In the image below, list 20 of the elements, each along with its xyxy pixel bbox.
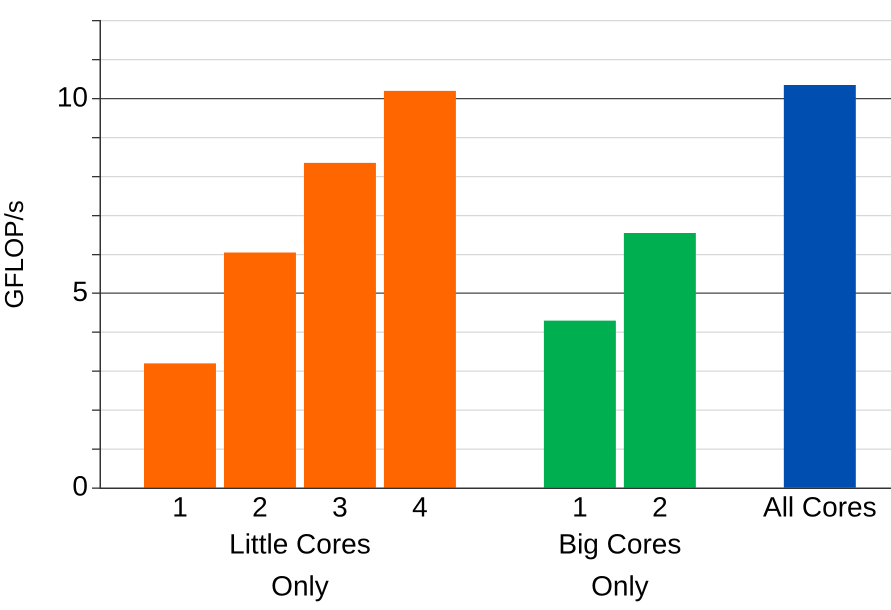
x-tick-label: 1 <box>572 492 588 523</box>
x-tick-label: All Cores <box>763 492 877 523</box>
x-tick-label: 4 <box>412 492 428 523</box>
bar <box>304 162 376 488</box>
text: Big Cores Only <box>558 528 682 602</box>
bar <box>784 85 856 488</box>
y-tick-label: 10 <box>56 81 88 112</box>
y-tick-label: 0 <box>72 470 88 502</box>
x-tick-label: 3 <box>332 492 348 523</box>
bar <box>384 90 456 488</box>
x-tick-label: 1 <box>172 492 188 523</box>
bar <box>544 320 616 488</box>
x-tick-label: 2 <box>652 492 668 523</box>
bar <box>624 232 696 488</box>
bar <box>144 363 216 488</box>
text: Little Cores Only <box>229 528 371 602</box>
x-tick-label: 2 <box>252 492 268 523</box>
bar <box>224 252 296 488</box>
y-axis-title: GFLOP/s <box>0 200 29 309</box>
y-tick-label: 5 <box>72 276 88 308</box>
